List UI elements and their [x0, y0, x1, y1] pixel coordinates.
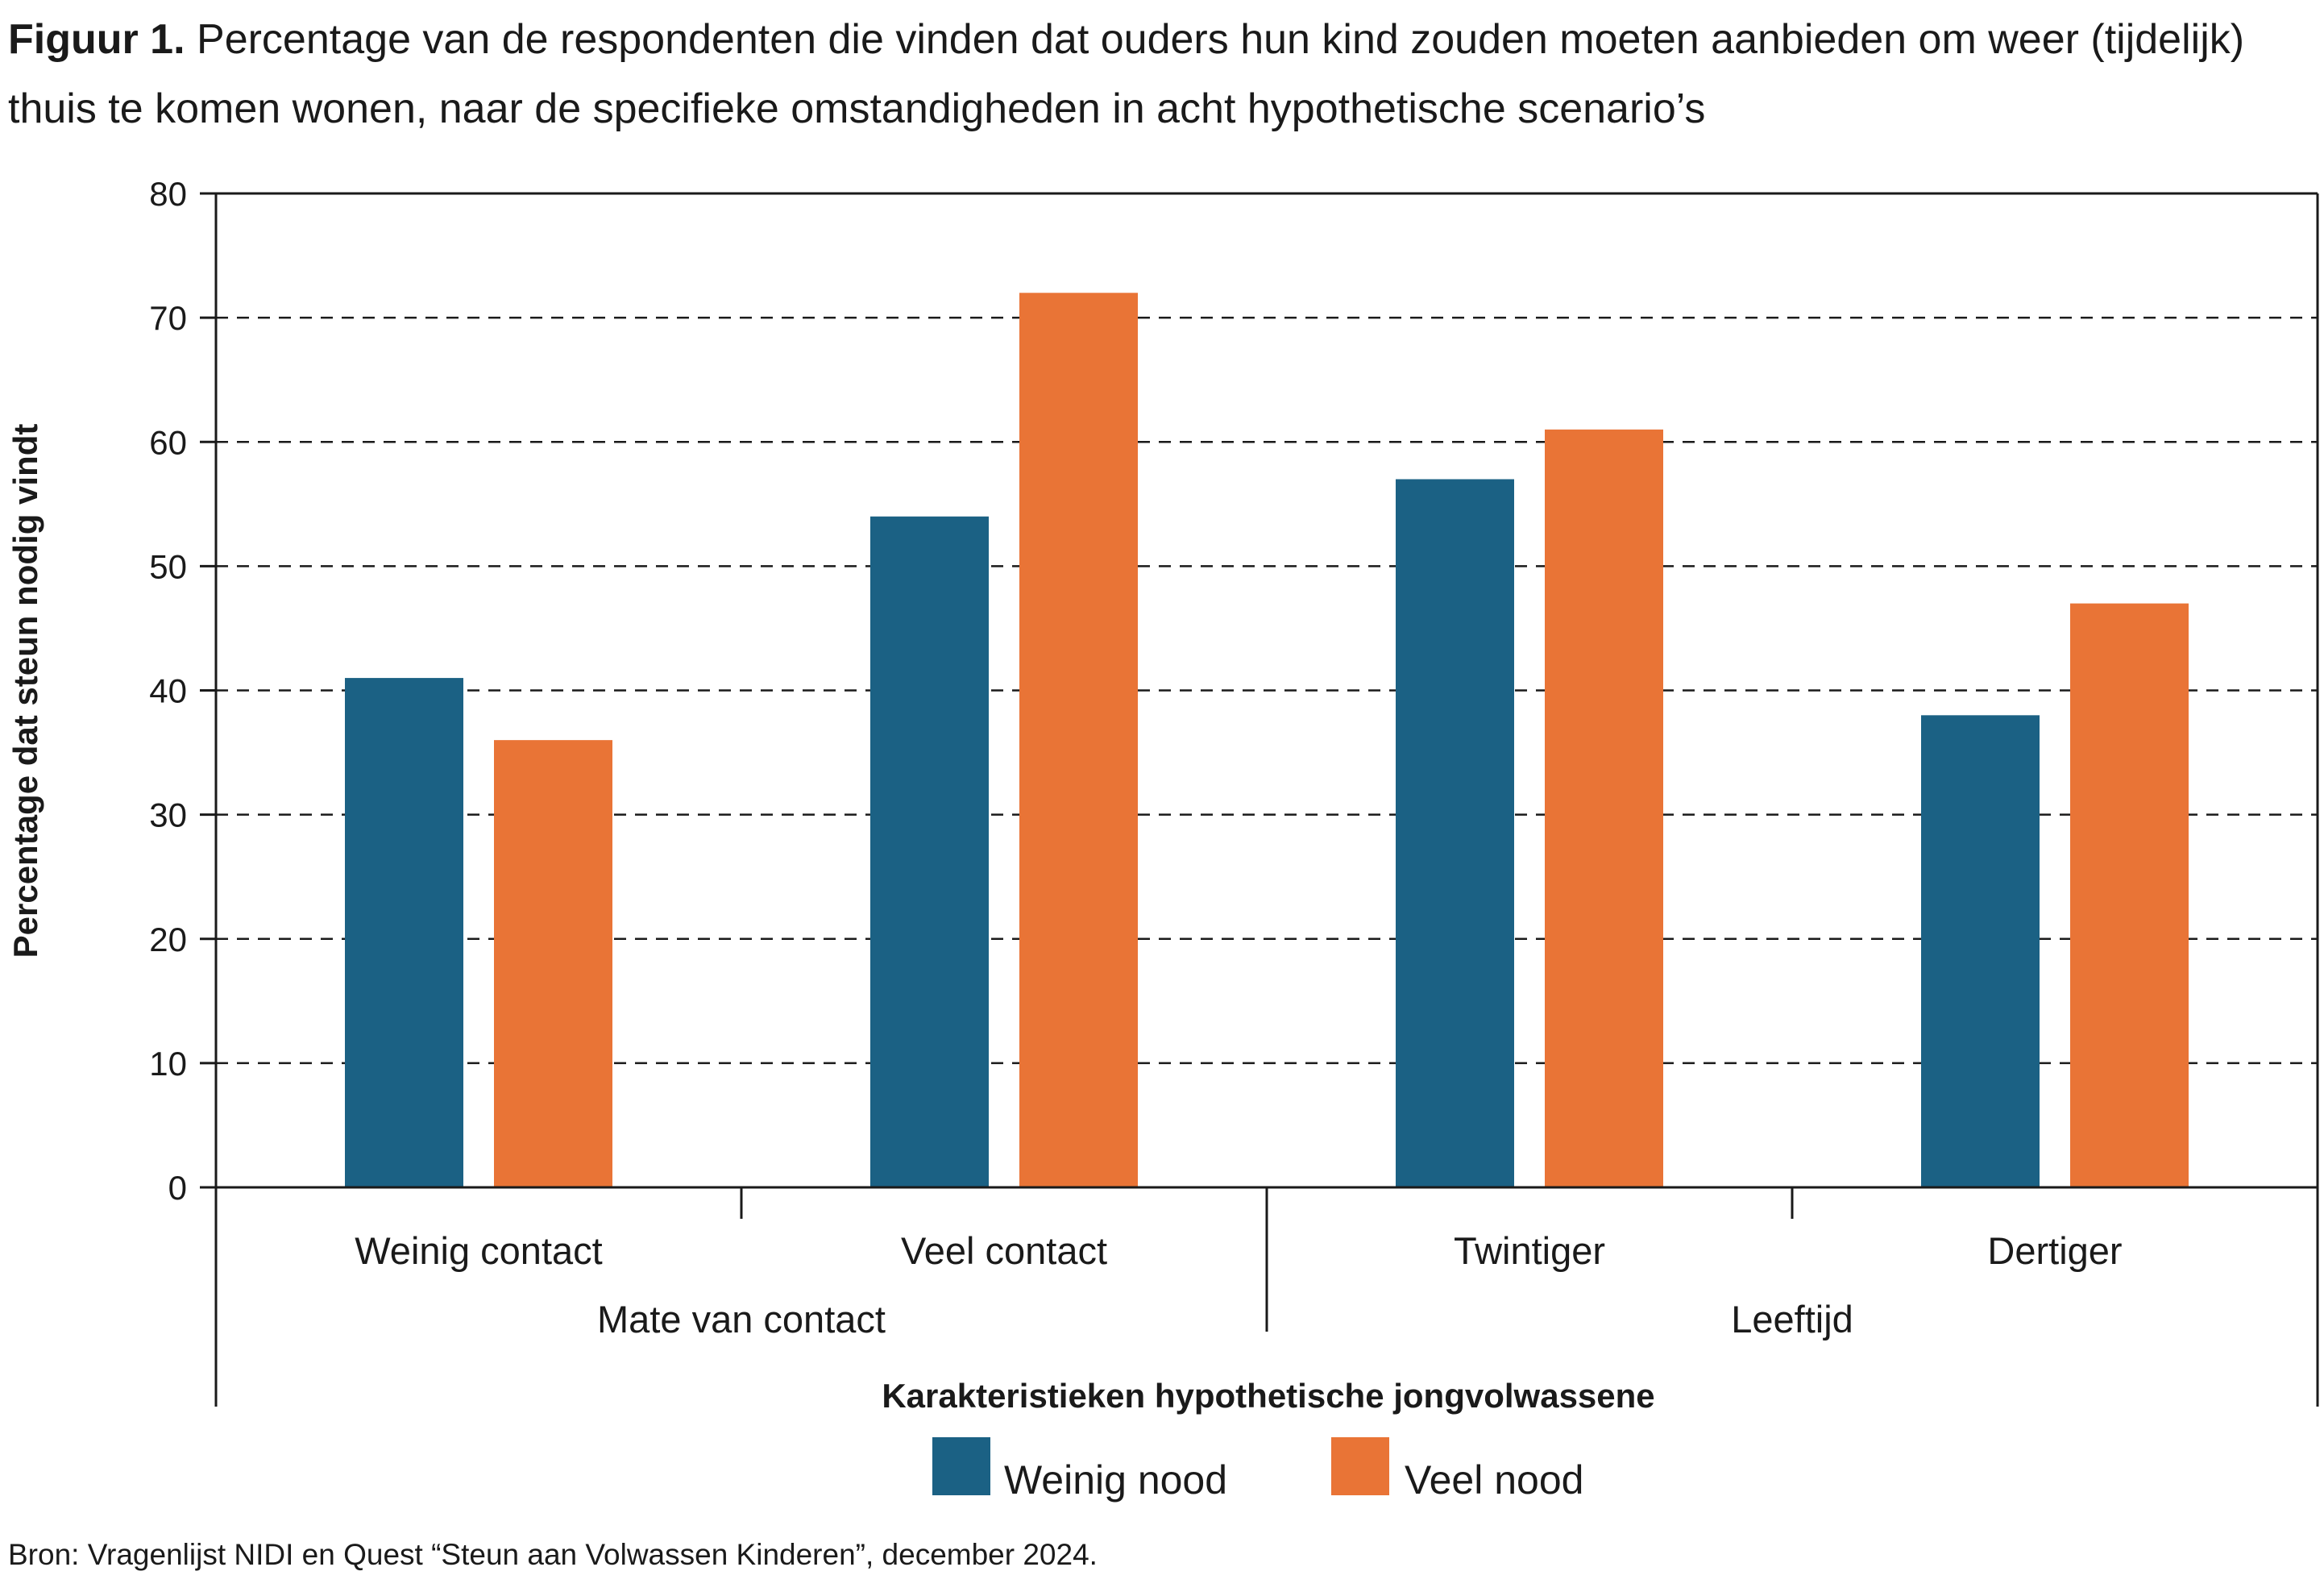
legend-label: Weinig nood — [1004, 1457, 1227, 1503]
y-axis-label: Percentage dat steun nodig vindt — [6, 424, 44, 958]
bar — [1019, 293, 1138, 1187]
source-note: Bron: Vragenlijst NIDI en Quest “Steun a… — [8, 1538, 1098, 1571]
y-tick-label: 0 — [168, 1169, 187, 1207]
y-tick-label: 40 — [149, 672, 187, 710]
y-tick-label: 50 — [149, 547, 187, 585]
bar — [494, 740, 612, 1187]
y-tick-label: 30 — [149, 796, 187, 834]
legend-swatch — [1331, 1437, 1389, 1495]
figure-label: Figuur 1. — [8, 16, 185, 63]
x-axis-label: Karakteristieken hypothetische jongvolwa… — [882, 1377, 1654, 1415]
category-label: Twintiger — [1454, 1229, 1605, 1272]
category-label: Veel contact — [901, 1229, 1107, 1272]
y-tick-label: 10 — [149, 1045, 187, 1083]
category-labels: Weinig contact Veel contact Twintiger Derti… — [355, 1229, 2122, 1272]
bar — [1396, 479, 1514, 1187]
bar — [2070, 603, 2189, 1187]
legend: Weinig nood Veel nood — [932, 1437, 1583, 1503]
legend-label: Veel nood — [1405, 1457, 1583, 1503]
group-label: Leeftijd — [1731, 1298, 1853, 1341]
y-tick-label: 80 — [149, 175, 187, 213]
legend-swatch — [932, 1437, 990, 1495]
bar — [870, 516, 989, 1187]
y-tick-label: 60 — [149, 423, 187, 461]
gridlines — [216, 316, 2318, 1065]
figure-title: Figuur 1. Percentage van de respondenten… — [8, 5, 2321, 143]
group-labels: Mate van contact Leeftijd — [597, 1298, 1853, 1341]
figure-caption: Percentage van de respondenten die vinde… — [8, 16, 2245, 132]
bar — [1545, 429, 1663, 1187]
bar — [345, 678, 463, 1187]
category-label: Dertiger — [1987, 1229, 2122, 1272]
y-tick-label: 70 — [149, 299, 187, 337]
y-tick-label: 20 — [149, 921, 187, 958]
y-tick-labels: 0 10 20 30 40 50 60 70 80 — [149, 175, 187, 1207]
category-label: Weinig contact — [355, 1229, 602, 1272]
bars — [345, 293, 2189, 1187]
bar — [1921, 715, 2040, 1187]
axes — [200, 192, 2319, 1407]
group-label: Mate van contact — [597, 1298, 886, 1341]
